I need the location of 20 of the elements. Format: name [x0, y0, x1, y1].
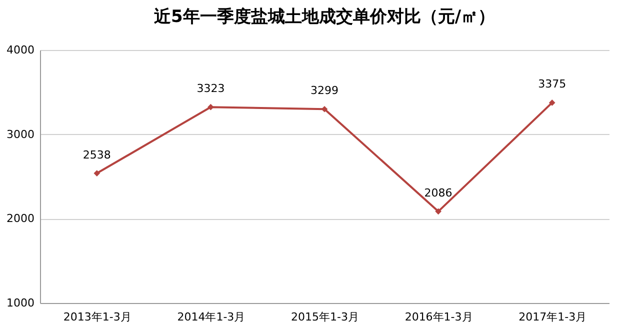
data-label: 3375: [538, 78, 566, 91]
chart-title: 近5年一季度盐城土地成交单价对比（元/㎡）: [152, 7, 496, 27]
data-label: 2538: [82, 148, 111, 162]
point: [435, 208, 442, 215]
x-tick-label: 2017年1-3月: [518, 310, 587, 324]
y-tick-label: 2000: [6, 212, 34, 226]
point: [208, 104, 214, 110]
y-tick-label: 4000: [6, 44, 34, 56]
x-tick-label: 2015年1-3月: [291, 310, 359, 324]
y-tick-label: 3000: [6, 128, 34, 141]
point: [548, 100, 556, 106]
x-tick-label: 2016年1-3月: [404, 310, 473, 324]
data-label: 2086: [424, 186, 452, 200]
x-tick-label: 2014年1-3月: [177, 310, 246, 324]
point: [321, 106, 328, 112]
x-tick-label: 2013年1-3月: [63, 310, 132, 324]
y-tick-label: 1000: [6, 296, 34, 310]
data-label: 3299: [310, 84, 338, 98]
data-label: 3323: [196, 82, 225, 96]
point: [94, 170, 100, 176]
